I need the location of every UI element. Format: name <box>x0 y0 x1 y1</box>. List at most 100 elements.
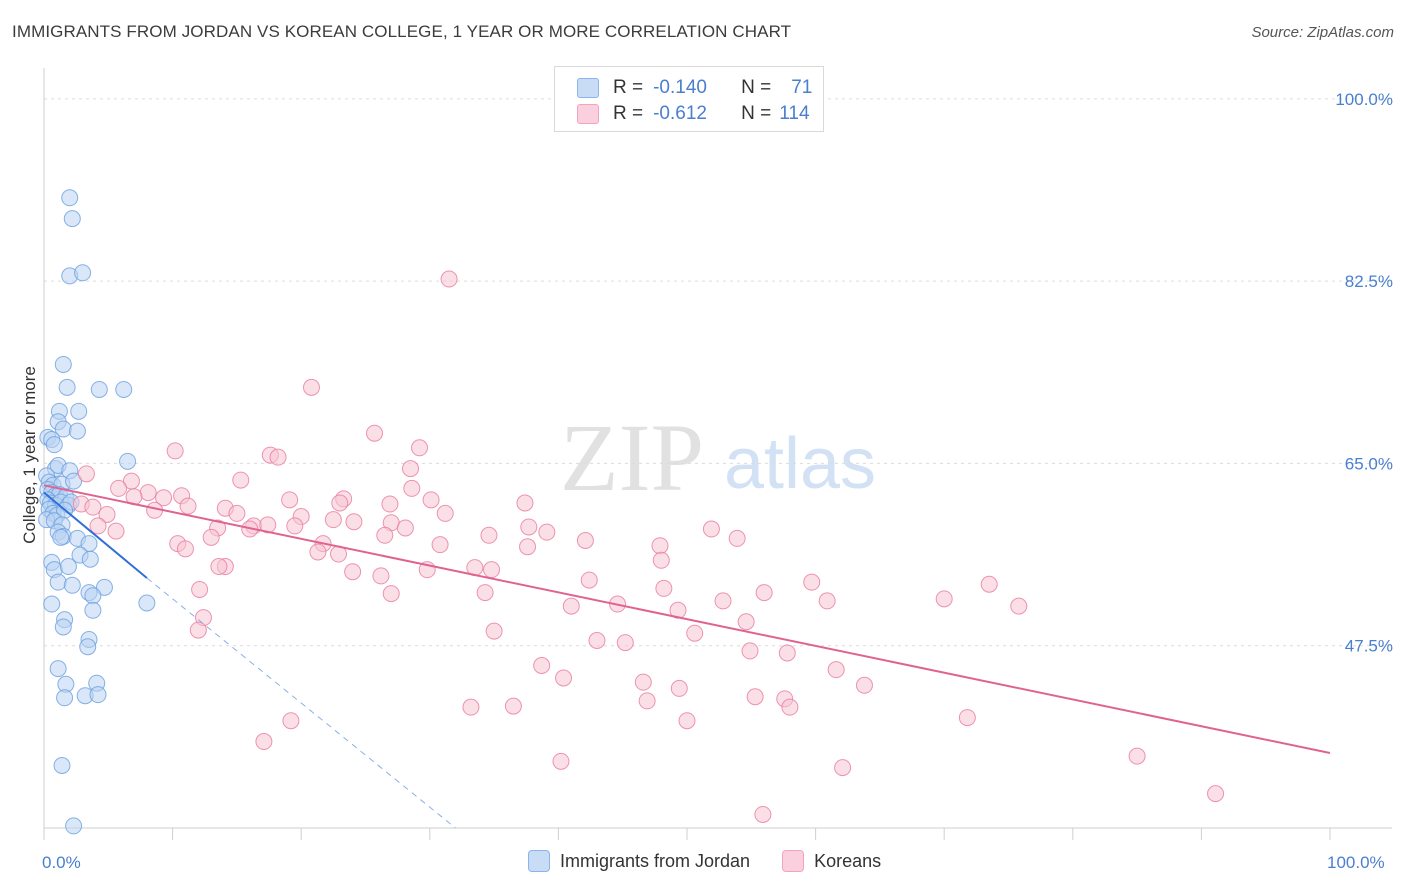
korean-point <box>778 644 796 662</box>
jordan-trendline <box>43 491 148 579</box>
jordan-point <box>138 594 156 612</box>
series-legend: Immigrants from Jordan Koreans <box>528 850 881 872</box>
korean-point <box>781 698 799 716</box>
jordan-point <box>74 264 92 282</box>
korean-point <box>1128 747 1146 765</box>
korean-point <box>139 484 157 502</box>
jordan-point <box>65 472 83 490</box>
korean-point <box>403 479 421 497</box>
legend-label-koreans: Koreans <box>814 850 882 871</box>
korean-point <box>344 563 362 581</box>
korean-point <box>191 580 209 598</box>
korean-point <box>382 585 400 603</box>
stats-row-koreans: R = -0.612 N = 114 <box>577 102 810 126</box>
korean-point <box>309 543 327 561</box>
korean-point <box>655 579 673 597</box>
stats-row-jordan: R = -0.140 N = 71 <box>577 76 812 100</box>
korean-point <box>232 471 250 489</box>
jordan-point <box>81 550 99 568</box>
korean-point <box>366 424 384 442</box>
korean-point <box>588 632 606 649</box>
korean-point <box>431 536 449 554</box>
korean-point <box>381 495 399 513</box>
korean-point <box>702 520 720 538</box>
jordan-point <box>49 573 67 591</box>
jordan-point <box>52 528 70 546</box>
jordan-point <box>54 618 72 636</box>
korean-point <box>84 498 102 516</box>
korean-point <box>678 712 696 730</box>
korean-point <box>372 567 390 585</box>
korean-point <box>302 378 320 396</box>
legend-label-jordan: Immigrants from Jordan <box>560 850 751 871</box>
korean-point <box>166 442 184 460</box>
korean-point <box>818 592 836 610</box>
jordan-point <box>89 686 107 704</box>
y-tick-label: 100.0% <box>1335 90 1393 109</box>
korean-point <box>281 491 299 509</box>
jordan-point <box>56 689 74 707</box>
jordan-point <box>49 660 67 678</box>
jordan-point <box>58 378 76 396</box>
watermark-atlas: atlas <box>724 424 876 504</box>
chart-title: IMMIGRANTS FROM JORDAN VS KOREAN COLLEGE… <box>12 22 792 41</box>
korean-point <box>89 517 107 535</box>
jordan-point <box>68 422 86 440</box>
korean-point <box>422 491 440 509</box>
source-credit: Source: ZipAtlas.com <box>1251 24 1394 41</box>
legend-swatch-jordan <box>528 850 550 872</box>
jordan-trendline-extension <box>146 577 456 829</box>
r-label: R = <box>613 77 644 98</box>
korean-point <box>440 270 458 288</box>
n-value: 71 <box>791 77 813 98</box>
n-label: N = <box>741 103 772 124</box>
korean-point <box>176 540 194 558</box>
n-value: 114 <box>779 103 810 124</box>
korean-point <box>98 505 116 523</box>
korean-point <box>686 624 704 642</box>
korean-point <box>516 494 534 512</box>
jordan-point <box>63 576 81 594</box>
korean-point <box>935 590 953 608</box>
korean-point <box>269 448 287 466</box>
korean-point <box>476 584 494 602</box>
legend-swatch-koreans <box>782 850 805 872</box>
korean-point <box>827 661 845 679</box>
jordan-point <box>84 601 102 619</box>
korean-point <box>255 733 273 751</box>
korean-point <box>754 805 772 823</box>
korean-point <box>155 489 173 507</box>
korean-point <box>1207 785 1225 803</box>
jordan-point <box>59 558 77 576</box>
x-tick-min: 0.0% <box>42 853 81 872</box>
korean-point <box>436 504 454 522</box>
korean-point <box>202 528 220 546</box>
korean-point <box>520 518 538 536</box>
korean-point <box>580 571 598 589</box>
jordan-point <box>45 436 63 454</box>
korean-point <box>737 613 755 631</box>
jordan-point <box>119 452 137 470</box>
korean-point <box>958 709 976 727</box>
korean-point <box>855 676 873 694</box>
korean-point <box>376 526 394 544</box>
korean-point <box>324 511 342 529</box>
korean-point <box>803 573 821 591</box>
y-tick-label: 47.5% <box>1345 637 1393 656</box>
korean-point <box>396 519 414 537</box>
korean-point <box>670 679 688 697</box>
jordan-point <box>79 638 97 656</box>
korean-point <box>179 497 197 515</box>
korean-point <box>638 692 656 710</box>
korean-point <box>728 529 746 547</box>
legend-swatch-koreans <box>577 104 599 124</box>
jordan-point <box>53 757 71 774</box>
korean-point <box>504 697 522 715</box>
korean-point <box>651 537 669 555</box>
korean-point <box>462 698 480 716</box>
korean-point <box>411 439 429 457</box>
jordan-point <box>54 355 72 373</box>
y-tick-label: 65.0% <box>1345 454 1393 473</box>
r-label: R = <box>613 103 644 124</box>
